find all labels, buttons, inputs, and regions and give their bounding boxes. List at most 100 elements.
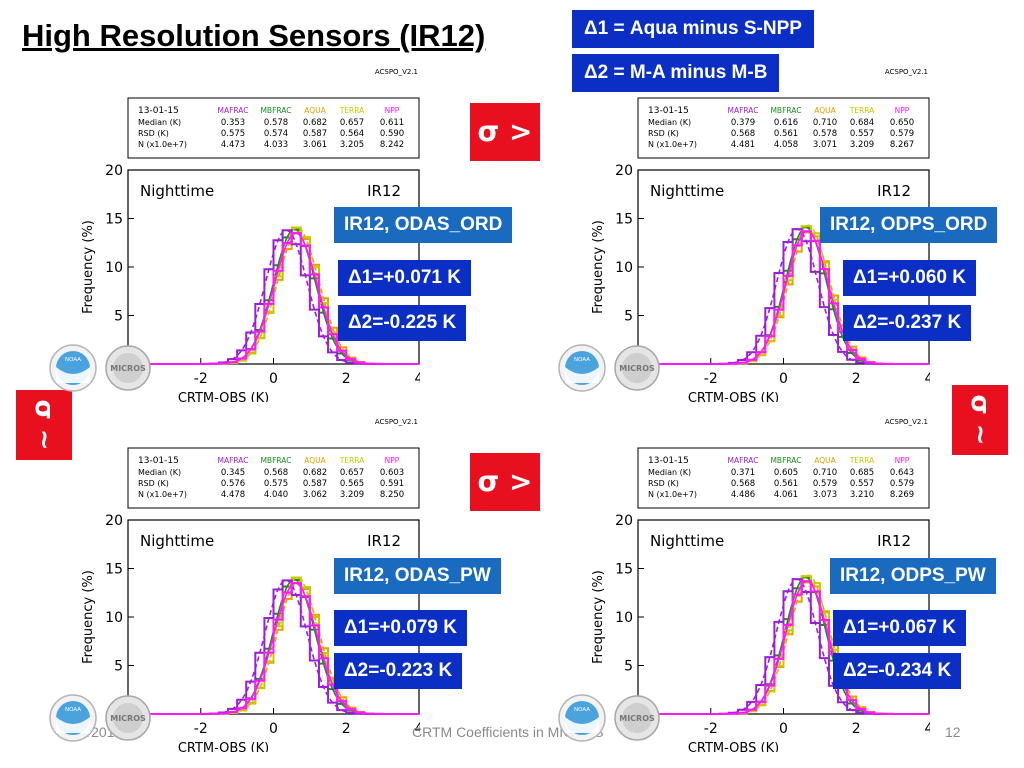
plot-title: Nighttime — [140, 182, 214, 200]
stats-row-label: RSD (K) — [138, 129, 169, 138]
stats-value: 0.345 — [221, 468, 245, 478]
stats-value: 0.576 — [221, 479, 245, 489]
page-number: 12 — [945, 724, 961, 740]
y-tick-label: 5 — [114, 659, 123, 675]
x-tick-label: -2 — [194, 371, 208, 387]
stats-col-npp: NPP — [385, 106, 400, 115]
stats-value: 0.353 — [221, 118, 245, 128]
stats-value: 3.073 — [813, 490, 837, 500]
config-label-odas-ord: IR12, ODAS_ORD — [334, 207, 513, 243]
delta2-value-odps-ord: Δ2=-0.237 K — [843, 305, 972, 341]
stats-row-label: RSD (K) — [648, 479, 679, 488]
y-tick-label: 15 — [615, 212, 633, 228]
stats-value: 4.486 — [731, 490, 755, 500]
logo-group: NOAA MICROS — [49, 344, 151, 392]
stats-value: 3.210 — [850, 490, 874, 500]
stats-col-mafrac: MAFRAC — [727, 106, 758, 115]
stats-row-label: RSD (K) — [138, 479, 169, 488]
micros-logo-text: MICROS — [619, 364, 655, 373]
noaa-logo: NOAA — [49, 694, 97, 742]
stats-row-label: RSD (K) — [648, 129, 679, 138]
stats-value: 0.657 — [340, 468, 364, 478]
micros-logo: MICROS — [614, 345, 660, 391]
stats-value: 0.579 — [890, 129, 914, 139]
y-tick-label: 5 — [624, 659, 633, 675]
y-tick-label: 20 — [615, 513, 633, 529]
plot-subtitle: IR12 — [367, 182, 401, 200]
stats-value: 0.682 — [303, 118, 327, 128]
stats-value: 3.209 — [340, 490, 364, 500]
y-axis-label: Frequency (%) — [81, 220, 96, 314]
stats-value: 8.250 — [380, 490, 404, 500]
x-tick-label: 0 — [779, 371, 788, 387]
stats-value: 0.568 — [731, 129, 755, 139]
x-tick-label: 2 — [852, 721, 861, 737]
stats-value: 0.564 — [340, 129, 364, 139]
stats-box — [127, 447, 420, 509]
stats-col-mafrac: MAFRAC — [217, 456, 248, 465]
stats-value: 0.575 — [221, 129, 245, 139]
x-axis-label: CRTM-OBS (K) — [178, 391, 269, 402]
delta2-definition: Δ2 = M-A minus M-B — [572, 54, 780, 92]
stats-value: 4.473 — [221, 140, 245, 150]
stats-value: 8.267 — [890, 140, 914, 150]
stats-row-label: N (x1.0e+7) — [138, 140, 187, 149]
stats-value: 3.071 — [813, 140, 837, 150]
plot-subtitle: IR12 — [877, 182, 911, 200]
stats-value: 0.650 — [890, 118, 914, 128]
stats-col-aqua: AQUA — [304, 106, 326, 115]
x-tick-label: -2 — [704, 721, 718, 737]
stats-value: 0.565 — [340, 479, 364, 489]
stats-value: 4.478 — [221, 490, 245, 500]
x-tick-label: 4 — [925, 371, 930, 387]
noaa-logo-text: NOAA — [65, 357, 81, 363]
series-npp-curve — [128, 232, 419, 365]
x-tick-label: 4 — [925, 721, 930, 737]
stats-row-label: Median (K) — [138, 118, 181, 127]
stats-row-label: N (x1.0e+7) — [138, 490, 187, 499]
delta1-value-odps-pw: Δ1=+0.067 K — [833, 610, 966, 646]
stats-value: 0.657 — [340, 118, 364, 128]
stats-col-terra: TERRA — [339, 456, 365, 465]
chart-version-tag: ACSPO_V2.1 — [375, 418, 418, 426]
stats-value: 4.481 — [731, 140, 755, 150]
micros-logo: MICROS — [105, 695, 151, 741]
stats-value: 8.269 — [890, 490, 914, 500]
page-title: High Resolution Sensors (IR12) — [22, 18, 486, 53]
y-tick-label: 10 — [105, 610, 123, 626]
stats-value: 0.603 — [380, 468, 404, 478]
plot-subtitle: IR12 — [367, 532, 401, 550]
delta1-definition: Δ1 = Aqua minus S-NPP — [572, 10, 814, 48]
stats-col-mbfrac: MBFRAC — [770, 456, 801, 465]
logo-group: NOAA MICROS — [49, 694, 151, 742]
stats-value: 0.710 — [813, 468, 837, 478]
sigma-approx-badge-left: σ ~ — [16, 390, 72, 460]
y-tick-label: 20 — [615, 163, 633, 179]
micros-logo-text: MICROS — [619, 714, 655, 723]
stats-row-label: N (x1.0e+7) — [648, 490, 697, 499]
y-tick-label: 5 — [624, 309, 633, 325]
stats-col-npp: NPP — [895, 106, 910, 115]
series-npp-curve — [638, 580, 929, 715]
stats-row-label: Median (K) — [138, 468, 181, 477]
stats-col-aqua: AQUA — [814, 456, 836, 465]
stats-col-mafrac: MAFRAC — [727, 456, 758, 465]
stats-value: 3.209 — [850, 140, 874, 150]
stats-col-aqua: AQUA — [814, 106, 836, 115]
sigma-approx-text-left: σ ~ — [29, 399, 59, 451]
y-tick-label: 10 — [615, 610, 633, 626]
micros-logo-text: MICROS — [110, 364, 146, 373]
stats-value: 0.574 — [264, 129, 288, 139]
series-npp-curve — [128, 582, 419, 715]
y-tick-label: 10 — [615, 260, 633, 276]
micros-logo: MICROS — [105, 345, 151, 391]
stats-value: 3.062 — [303, 490, 327, 500]
noaa-logo-text: NOAA — [574, 707, 590, 713]
noaa-logo: NOAA — [558, 344, 606, 392]
stats-value: 0.643 — [890, 468, 914, 478]
config-label-odps-ord: IR12, ODPS_ORD — [820, 207, 998, 243]
sigma-approx-badge-right: σ ~ — [952, 385, 1008, 455]
y-tick-label: 20 — [105, 513, 123, 529]
stats-value: 0.684 — [850, 118, 874, 128]
stats-value: 0.605 — [774, 468, 798, 478]
